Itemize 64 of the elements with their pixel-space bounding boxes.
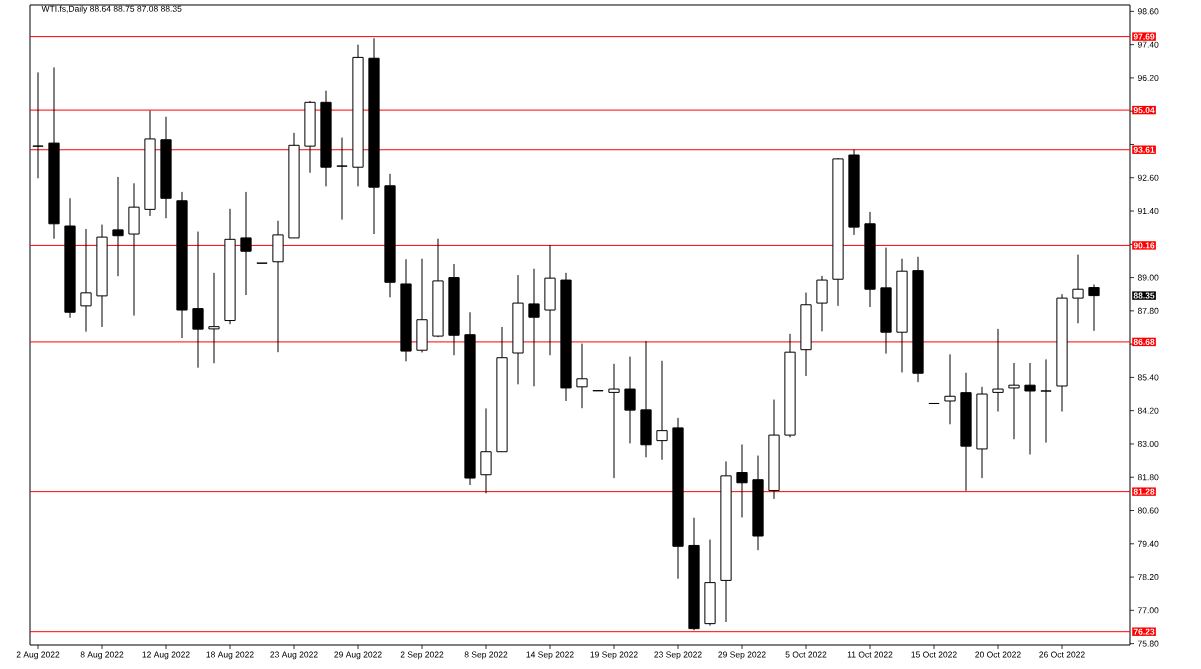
candlestick: [576, 343, 588, 409]
y-tick-label: 97.40: [1137, 41, 1159, 48]
y-tick-label: 89.00: [1137, 274, 1159, 281]
x-tick-label: 23 Sep 2022: [654, 651, 702, 660]
candlestick: [80, 228, 92, 333]
x-tick-label: 20 Oct 2022: [975, 651, 1021, 658]
candlestick: [992, 328, 1004, 413]
x-tick-label: 11 Oct 2022: [847, 651, 893, 658]
x-tick-label: 8 Sep 2022: [464, 651, 508, 660]
y-tick-label: 81.80: [1137, 474, 1159, 481]
y-tick-label: 85.40: [1137, 374, 1159, 381]
y-tick-label: 92.60: [1137, 174, 1159, 181]
y-tick-label: 77.00: [1137, 607, 1159, 614]
ref-line-label: 97.69: [1133, 33, 1155, 40]
y-tick-label: 83.00: [1137, 440, 1159, 447]
candlestick: [112, 176, 124, 277]
y-tick-label: 96.20: [1137, 74, 1159, 81]
candlestick: [192, 231, 204, 369]
candlestick: [1088, 284, 1100, 332]
candlestick: [656, 360, 668, 461]
candlestick: [1040, 358, 1052, 444]
x-tick-label: 29 Sep 2022: [718, 651, 766, 660]
candlestick: [1024, 362, 1036, 455]
x-tick-label: 5 Oct 2022: [785, 651, 827, 658]
candlestick: [608, 363, 620, 479]
y-tick-label: 84.20: [1137, 407, 1159, 414]
ref-line-label: 81.28: [1133, 488, 1155, 495]
candlestick: [480, 407, 492, 494]
candlestick: [1008, 362, 1020, 440]
chart-title: WTI.fs,Daily 88.64 88.75 87.08 88.35: [41, 5, 182, 14]
candlestick: [944, 353, 956, 425]
x-tick-label: 15 Oct 2022: [911, 651, 957, 658]
ref-line-label: 90.16: [1133, 242, 1155, 249]
candlestick: [336, 137, 348, 221]
x-tick-label: 19 Sep 2022: [590, 651, 638, 660]
text: 88.35: [1133, 292, 1155, 299]
candlestick: [32, 71, 44, 179]
y-tick-label: 80.60: [1137, 507, 1159, 514]
x-tick-label: 26 Oct 2022: [1039, 651, 1085, 658]
candlestick: [816, 275, 828, 332]
y-tick-label: 78.20: [1137, 574, 1159, 581]
candlestick: [1072, 254, 1084, 324]
candlestick: [208, 272, 220, 364]
candlestick: [736, 444, 748, 518]
candlestick: [624, 356, 636, 444]
x-tick-label: 14 Sep 2022: [526, 651, 574, 660]
candlestick: [528, 268, 540, 387]
x-tick-label: 2 Sep 2022: [400, 651, 444, 660]
x-tick-label: 23 Aug 2022: [270, 651, 318, 660]
x-tick-label: 2 Aug 2022: [16, 651, 60, 660]
ref-line-label: 93.61: [1133, 146, 1155, 153]
y-tick-label: 98.60: [1137, 8, 1159, 15]
y-tick-label: 91.40: [1137, 208, 1159, 215]
x-tick-label: 29 Aug 2022: [334, 651, 382, 660]
x-tick-label: 18 Aug 2022: [206, 651, 254, 660]
x-tick-label: 8 Aug 2022: [80, 651, 124, 660]
x-tick-label: 12 Aug 2022: [142, 651, 190, 660]
ref-line-label: 76.23: [1133, 628, 1155, 635]
y-tick-label: 79.40: [1137, 540, 1159, 547]
ref-line-label: 86.68: [1133, 338, 1155, 345]
y-tick-label: 87.80: [1137, 307, 1159, 314]
candlestick: [240, 191, 252, 296]
ref-line-label: 95.04: [1133, 107, 1155, 114]
y-tick-label: 75.80: [1137, 640, 1159, 647]
